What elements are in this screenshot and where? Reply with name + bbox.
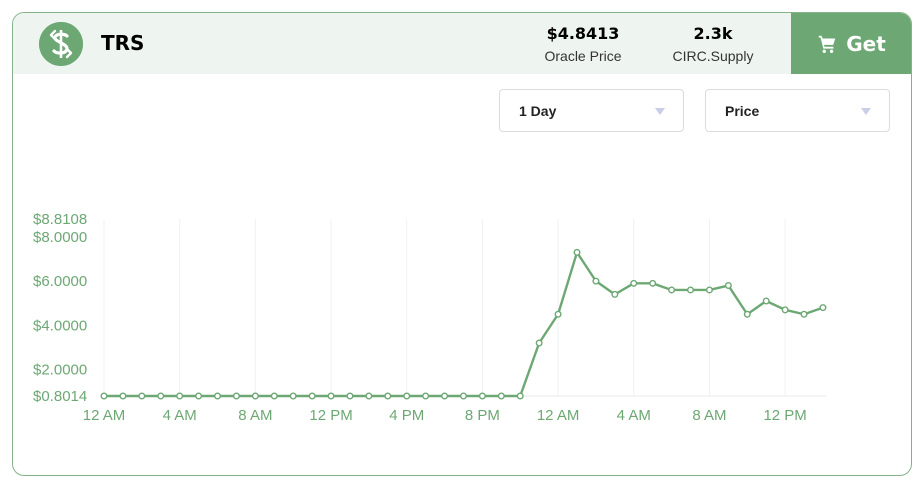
data-point[interactable] (232, 392, 240, 400)
data-point[interactable] (270, 392, 278, 400)
data-point[interactable] (724, 282, 732, 290)
y-tick-label: $6.0000 (33, 273, 87, 290)
data-point[interactable] (781, 306, 789, 314)
oracle-price-stat: $4.8413 Oracle Price (518, 23, 648, 67)
data-point[interactable] (365, 392, 373, 400)
x-tick-label: 4 PM (389, 407, 424, 424)
y-tick-label: $8.0000 (33, 229, 87, 246)
circ-supply-label: CIRC.Supply (672, 48, 754, 64)
data-point[interactable] (346, 392, 354, 400)
data-point[interactable] (611, 290, 619, 298)
y-tick-label: $4.0000 (33, 317, 87, 334)
data-point[interactable] (138, 392, 146, 400)
token-card: TRS $4.8413 Oracle Price 2.3k CIRC.Suppl… (12, 12, 912, 476)
data-point[interactable] (516, 392, 524, 400)
price-chart: $8.8108$8.0000 $6.0000 $4.0000 $2.0000 $0.80… (33, 211, 827, 424)
chevron-down-icon (655, 108, 665, 115)
metric-select-value: Price (725, 103, 760, 119)
x-tick-label: 8 PM (465, 407, 500, 424)
data-point[interactable] (384, 392, 392, 400)
x-tick-label: 8 AM (692, 407, 726, 424)
data-point[interactable] (157, 392, 165, 400)
oracle-price-label: Oracle Price (544, 48, 622, 64)
data-point[interactable] (119, 392, 127, 400)
x-tick-label: 4 AM (617, 407, 651, 424)
data-point[interactable] (100, 392, 108, 400)
data-point[interactable] (403, 392, 411, 400)
dollar-arrows-icon (39, 22, 83, 66)
data-point[interactable] (478, 392, 486, 400)
data-point[interactable] (459, 392, 467, 400)
data-point[interactable] (668, 286, 676, 294)
x-tick-label: 12 AM (83, 407, 126, 424)
y-tick-label: $8.8108 (33, 211, 87, 228)
data-point[interactable] (289, 392, 297, 400)
token-header: TRS $4.8413 Oracle Price 2.3k CIRC.Suppl… (13, 13, 911, 74)
data-point[interactable] (743, 310, 751, 318)
data-point[interactable] (422, 392, 430, 400)
x-tick-label: 12 PM (763, 407, 806, 424)
cart-icon (818, 35, 836, 53)
x-tick-label: 4 AM (163, 407, 197, 424)
data-point[interactable] (176, 392, 184, 400)
x-tick-label: 12 AM (537, 407, 580, 424)
data-point[interactable] (649, 279, 657, 287)
data-point[interactable] (327, 392, 335, 400)
circ-supply-value: 2.3k (693, 24, 733, 43)
oracle-price-value: $4.8413 (546, 24, 620, 43)
x-tick-label: 12 PM (309, 407, 352, 424)
chevron-down-icon (861, 108, 871, 115)
get-button[interactable]: Get (791, 13, 911, 74)
data-point[interactable] (800, 310, 808, 318)
data-point[interactable] (762, 297, 770, 305)
data-point[interactable] (554, 310, 562, 318)
x-tick-label: 8 AM (238, 407, 272, 424)
timeframe-select[interactable]: 1 Day (499, 89, 684, 132)
data-point[interactable] (819, 304, 827, 312)
data-point[interactable] (687, 286, 695, 294)
timeframe-select-value: 1 Day (519, 103, 557, 119)
data-point[interactable] (497, 392, 505, 400)
y-tick-label: $0.8014 (33, 388, 87, 405)
circ-supply-stat: 2.3k CIRC.Supply (648, 23, 778, 67)
data-point[interactable] (592, 277, 600, 285)
get-button-label: Get (846, 31, 886, 56)
data-point[interactable] (195, 392, 203, 400)
y-tick-label: $2.0000 (33, 362, 87, 379)
data-point[interactable] (441, 392, 449, 400)
data-point[interactable] (705, 286, 713, 294)
data-point[interactable] (308, 392, 316, 400)
data-point[interactable] (251, 392, 259, 400)
metric-select[interactable]: Price (705, 89, 890, 132)
token-ticker: TRS (101, 31, 145, 55)
price-series-line (104, 251, 824, 398)
data-point[interactable] (630, 279, 638, 287)
data-point[interactable] (214, 392, 222, 400)
data-point[interactable] (535, 339, 543, 347)
data-point[interactable] (573, 248, 581, 256)
